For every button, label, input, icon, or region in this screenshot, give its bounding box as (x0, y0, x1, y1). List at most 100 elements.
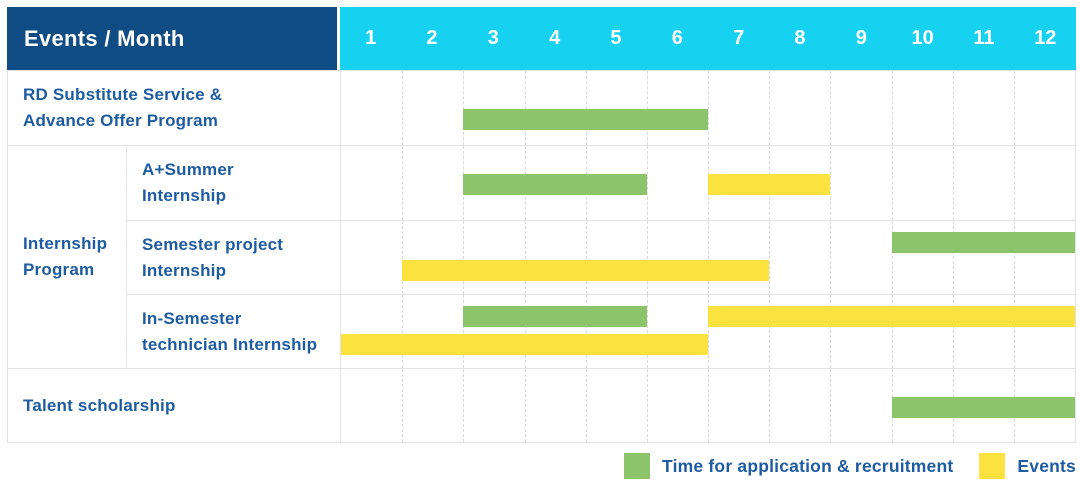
month-gridline (463, 295, 524, 368)
month-gridline (830, 295, 891, 368)
month-header-12: 12 (1034, 27, 1057, 49)
bar-event (708, 174, 831, 195)
month-gridline (524, 369, 586, 442)
month-gridline (952, 295, 1014, 368)
row-timeline-semester-project-internship (340, 221, 1075, 294)
month-gridline (646, 221, 708, 294)
month-gridline (1013, 295, 1075, 368)
row-label-internship-program: Internship Program (8, 146, 127, 368)
legend-event-label: Events (1017, 455, 1076, 476)
month-gridline (891, 295, 953, 368)
month-gridline (830, 221, 891, 294)
month-gridline (708, 221, 769, 294)
month-gridlines (341, 295, 1075, 368)
legend: Time for application & recruitment Event… (624, 449, 1076, 483)
month-gridline (708, 71, 769, 145)
month-gridline (1013, 71, 1075, 145)
events-month-header: Events / Month (7, 7, 337, 70)
month-gridline (646, 369, 708, 442)
month-gridline (463, 221, 524, 294)
month-gridline (524, 295, 586, 368)
month-gridline (402, 369, 463, 442)
month-gridline (708, 295, 769, 368)
header-gap (337, 7, 340, 70)
month-gridline (402, 146, 463, 220)
month-gridline (952, 221, 1014, 294)
bar-event (708, 306, 1075, 327)
row-timeline-talent-scholarship (340, 369, 1075, 442)
month-gridline (585, 295, 647, 368)
month-gridlines (341, 221, 1075, 294)
month-gridline (1013, 146, 1075, 220)
bar-application (891, 232, 1075, 253)
row-group-internship-program: Internship Program A+Summer Internship Semes… (8, 145, 1075, 368)
label-line: Internship (23, 234, 108, 253)
bar-event (402, 260, 770, 281)
month-gridline (891, 221, 953, 294)
month-header-9: 9 (855, 27, 867, 49)
row-rd-substitute-service: RD Substitute Service & Advance Offer Pro… (8, 71, 1075, 145)
month-header-3: 3 (487, 27, 499, 49)
month-gridline (463, 71, 524, 145)
bar-event (341, 334, 708, 355)
month-gridline (585, 221, 647, 294)
table-header: Events / Month 1 2 3 4 5 6 7 8 9 10 11 12 (7, 7, 1076, 70)
month-gridline (830, 146, 891, 220)
label-line: Advance Offer Program (23, 111, 219, 130)
month-header-4: 4 (549, 27, 561, 49)
month-header-7: 7 (733, 27, 745, 49)
row-label-in-semester-technician-internship: In-Semester technician Internship (127, 295, 340, 368)
label-line: Internship (142, 260, 227, 280)
month-gridline (891, 146, 953, 220)
month-header-row: 1 2 3 4 5 6 7 8 9 10 11 12 (340, 7, 1076, 70)
gantt-body: RD Substitute Service & Advance Offer Pro… (7, 70, 1076, 443)
month-gridlines (341, 71, 1075, 145)
month-gridline (341, 71, 402, 145)
month-gridline (341, 369, 402, 442)
month-header-5: 5 (610, 27, 622, 49)
month-header-1: 1 (365, 27, 377, 49)
label-line: technician Internship (142, 334, 318, 354)
month-gridline (341, 221, 402, 294)
row-label-talent-scholarship: Talent scholarship (8, 369, 340, 442)
label-line: Talent scholarship (23, 395, 176, 415)
month-gridline (646, 146, 708, 220)
bar-application (463, 174, 647, 195)
row-a-plus-summer-internship: A+Summer Internship (127, 146, 1075, 220)
month-gridline (769, 295, 830, 368)
month-gridline (341, 146, 402, 220)
month-gridline (402, 221, 463, 294)
legend-event-swatch (979, 453, 1006, 479)
label-line: A+Summer (142, 160, 234, 179)
bar-application (463, 306, 647, 327)
row-timeline-in-semester-technician-internship (340, 295, 1075, 368)
month-gridline (769, 71, 830, 145)
row-timeline-rd-substitute-service (340, 71, 1075, 145)
month-gridline (341, 295, 402, 368)
month-gridline (769, 369, 830, 442)
row-timeline-a-plus-summer-internship (340, 146, 1075, 220)
month-gridline (952, 146, 1014, 220)
legend-application-swatch (624, 453, 651, 479)
row-label-a-plus-summer-internship: A+Summer Internship (127, 146, 340, 220)
sub-rows-internship-program: A+Summer Internship Semester project Intern… (127, 146, 1075, 368)
month-gridline (585, 369, 647, 442)
row-label-semester-project-internship: Semester project Internship (127, 221, 340, 294)
label-line: Semester project (142, 234, 284, 254)
month-header-10: 10 (911, 27, 934, 49)
bar-application (891, 397, 1075, 418)
month-gridline (830, 71, 891, 145)
month-gridline (646, 295, 708, 368)
month-header-2: 2 (426, 27, 438, 49)
label-line: Program (23, 260, 95, 279)
row-talent-scholarship: Talent scholarship (8, 368, 1075, 442)
month-header-11: 11 (973, 27, 995, 49)
month-gridline (708, 369, 769, 442)
month-gridline (769, 221, 830, 294)
month-gridline (524, 71, 586, 145)
month-gridline (463, 369, 524, 442)
month-gridline (830, 369, 891, 442)
month-gridline (402, 295, 463, 368)
row-label-rd-substitute-service: RD Substitute Service & Advance Offer Pro… (8, 71, 340, 145)
